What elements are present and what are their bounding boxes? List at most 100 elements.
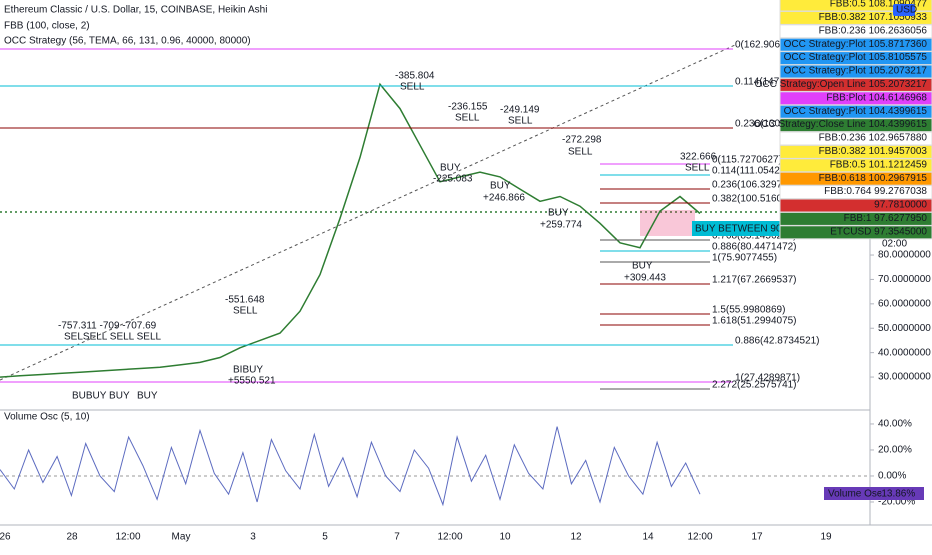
price-label: FBB:0.5 101.1212459 [830, 159, 928, 170]
trade-label: SELSELL SELL SELL [64, 332, 162, 343]
trade-label: SELL [685, 163, 710, 174]
osc-line [0, 426, 701, 507]
banner-bg [692, 221, 808, 236]
osc-tick-label: -20.00% [878, 497, 915, 508]
trade-label: BUY [632, 261, 653, 272]
trade-label: BUBUY BUY [72, 391, 130, 402]
trade-label: +246.866 [483, 193, 525, 204]
fib-label: 0.886(42.8734521) [735, 336, 820, 347]
time-label: 12:00 [437, 532, 462, 543]
time-label: 17 [751, 532, 763, 543]
osc-tick-label: 20.00% [878, 445, 912, 456]
fib-label: 1.5(55.9980869) [712, 305, 785, 316]
indicator: OCC Strategy (56, TEMA, 66, 131, 0.96, 4… [4, 36, 251, 47]
time-label: 7 [394, 532, 400, 543]
fib-label: 0.382(100.5160835) [712, 194, 802, 205]
banner: BUY BETWEEN 90 AND 97 [695, 224, 819, 235]
time-label: 10 [499, 532, 511, 543]
trade-label: -249.149 [500, 105, 540, 116]
fib-label: 2.272(25.2575741) [712, 380, 797, 391]
fib-label: 0.768(85.1456271) [712, 231, 797, 242]
trade-label: SELL [233, 306, 258, 317]
price-label: OCC Strategy:Plot 105.2073217 [784, 66, 928, 77]
osc-label-bg [824, 487, 924, 500]
price-label: OCC Strategy:Close Line 104.4399615 [754, 119, 928, 130]
trade-label: -551.648 [225, 295, 265, 306]
trade-label: SELL [400, 82, 425, 93]
osc-tick-label: 0.00% [878, 471, 906, 482]
price-label: FBB:0.236 102.9657880 [819, 133, 928, 144]
time-label: 12:00 [687, 532, 712, 543]
fib-label: 0(162.9067504) [735, 40, 806, 51]
price-label: OCC Strategy:Open Line 105.2073217 [755, 79, 928, 90]
trade-label: +259.774 [540, 220, 582, 231]
trade-label: BUY [440, 163, 461, 174]
trade-label: SELL [508, 116, 533, 127]
trend-line [0, 44, 736, 381]
price-label: FBB:0.618 100.2967915 [819, 173, 928, 184]
price-label: OCC Strategy:Plot 105.8717360 [784, 39, 928, 50]
price-label: FBB:0.5 108.1090477 [830, 0, 928, 10]
currency-badge: USD [896, 5, 917, 16]
trade-label: SELL [455, 113, 480, 124]
price-tick-label: 40.0000000 [878, 347, 931, 358]
fib-label: 0.236(106.3297038) [712, 180, 802, 191]
trade-label: +309.443 [624, 273, 666, 284]
indicator: Volume Osc (5, 10) [4, 412, 90, 423]
osc-value: -13.86% [878, 489, 915, 500]
time-label: 26 [0, 532, 11, 543]
time-label: 28 [66, 532, 78, 543]
title: Ethereum Classic / U.S. Dollar, 15, COIN… [4, 5, 267, 16]
fib-label: 0.886(80.4471472) [712, 242, 797, 253]
trade-label: +5550.521 [228, 376, 276, 387]
time-label: 5 [322, 532, 328, 543]
trade-label: 322.666 [680, 152, 717, 163]
trade-label: -757.311 -709 -707.69 [58, 321, 157, 332]
fib-label: 0(115.7270627) [712, 155, 782, 166]
price-tick-label: 80.0000000 [878, 250, 931, 261]
time-label: 3 [250, 532, 256, 543]
trade-label: -236.155 [448, 102, 488, 113]
price-label: FBB:0.382 101.9457003 [819, 146, 928, 157]
fib-label: 1.618(51.2994075) [712, 316, 797, 327]
trade-label: SELL [568, 147, 593, 158]
price-label: 97.7810000 [874, 200, 927, 211]
price-label: FBB:Plot 104.6146968 [826, 92, 927, 103]
fib-label: 0.114(147.4 [735, 77, 788, 88]
time-label: May [172, 532, 191, 543]
countdown: 02:00 [882, 239, 907, 250]
trade-label: -385.804 [395, 71, 435, 82]
price-label: ETCUSD 97.3545000 [830, 226, 927, 237]
price-tick-label: 50.0000000 [878, 323, 931, 334]
osc-name: Volume Osc [828, 489, 882, 500]
trade-label: BUY [490, 181, 511, 192]
trade-label: BUY [137, 391, 158, 402]
price-tick-label: 60.0000000 [878, 298, 931, 309]
price-tick-label: 30.0000000 [878, 372, 931, 383]
time-label: 12 [570, 532, 582, 543]
price-label: FBB:0.382 107.1050933 [819, 12, 928, 23]
price-label: OCC Strategy:Plot 105.8105575 [784, 52, 928, 63]
price-label: OCC Strategy:Plot 104.4399615 [784, 106, 928, 117]
fib-label: 1(75.9077455) [712, 253, 777, 264]
time-label: 19 [820, 532, 832, 543]
price-label-bg [779, 225, 932, 240]
fib-label: 1(27.4289871) [735, 373, 800, 384]
price-label: FBB:1 97.6277950 [844, 213, 928, 224]
fib-label: 1.217(67.2669537) [712, 275, 797, 286]
trade-label: -272.298 [562, 135, 602, 146]
trade-label: -225.083 [433, 174, 473, 185]
price-tick-label: 70.0000000 [878, 274, 931, 285]
trade-label: BUY [548, 208, 569, 219]
time-label: 12:00 [115, 532, 140, 543]
price-label: FBB:0.236 106.2636056 [819, 25, 928, 36]
indicator: FBB (100, close, 2) [4, 21, 90, 32]
osc-tick-label: 40.00% [878, 419, 912, 430]
time-label: 14 [642, 532, 654, 543]
badge-bg [893, 4, 915, 16]
fib-label: 0.114(111.0542448) [712, 166, 800, 177]
price-label: FBB:0.764 99.2767038 [824, 186, 927, 197]
trade-label: BIBUY [233, 365, 263, 376]
